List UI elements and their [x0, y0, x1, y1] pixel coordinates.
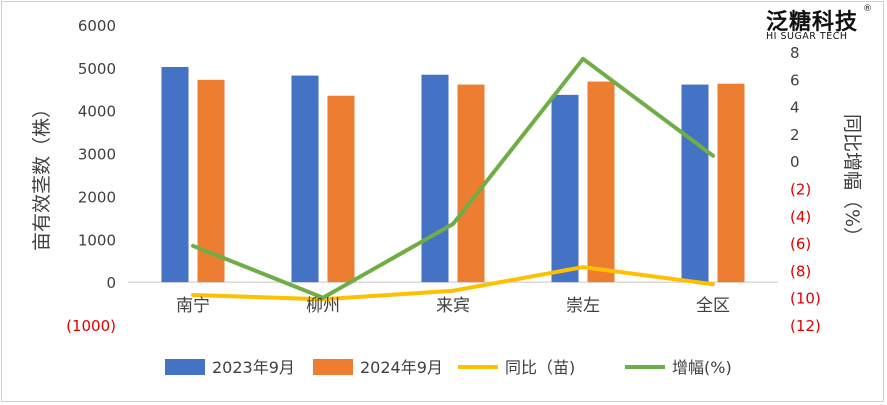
left-axis-tick-label: 3000 [78, 146, 116, 164]
left-axis-tick-label: 2000 [78, 188, 116, 206]
brand-logo: 泛糖科技 ® HI SUGAR TECH [762, 4, 884, 46]
legend-label-1: 2024年9月 [360, 358, 443, 377]
category-label: 崇左 [566, 296, 600, 316]
bar-2024-1 [327, 95, 355, 283]
legend-label-0: 2023年9月 [212, 358, 295, 377]
category-label: 南宁 [176, 296, 210, 316]
legend-swatch-1 [313, 359, 353, 375]
right-axis-tick-label: 2 [790, 126, 800, 144]
right-axis-tick-label: (8) [790, 262, 811, 280]
logo-name: 泛糖科技 [766, 10, 859, 35]
right-axis-tick-label: 0 [790, 153, 800, 171]
right-axis-tick-label: (12) [790, 317, 821, 335]
legend-label-3: 增幅(%) [672, 358, 732, 377]
category-label: 柳州 [306, 296, 340, 316]
category-label: 来宾 [436, 296, 470, 316]
legend-swatch-0 [165, 359, 205, 375]
right-axis-tick-label: 8 [790, 44, 800, 62]
bar-2024-4 [717, 83, 745, 283]
right-axis-tick-label: 4 [790, 99, 800, 117]
right-axis-tick-label: (4) [790, 208, 811, 226]
left-axis-title: 亩有效茎数（株） [31, 99, 53, 251]
bar-2023-0 [161, 67, 189, 283]
logo-subtitle: HI SUGAR TECH [766, 31, 848, 42]
left-axis-tick-label: 0 [106, 274, 116, 292]
right-axis-tick-label: (10) [790, 290, 821, 308]
left-axis-tick-label: 1000 [78, 231, 116, 249]
bar-2023-2 [421, 74, 449, 283]
right-axis-title: 同比增幅（%） [841, 114, 863, 246]
right-axis-tick-label: (2) [790, 181, 811, 199]
bar-2023-1 [291, 75, 319, 283]
left-axis-tick-label: 5000 [78, 60, 116, 78]
left-axis-tick-label: 4000 [78, 103, 116, 121]
left-axis-tick-label: 6000 [78, 17, 116, 35]
right-axis-tick-label: 6 [790, 71, 800, 89]
growth-rate-line [191, 56, 715, 300]
bar-2023-3 [551, 94, 579, 283]
legend-label-2: 同比（苗) [505, 358, 575, 377]
right-axis-tick-label: (6) [790, 235, 811, 253]
bar-2023-4 [681, 84, 709, 283]
left-axis-tick-label: (1000) [66, 317, 116, 335]
category-label: 全区 [696, 296, 730, 316]
yoy-seedling-line [191, 265, 715, 302]
bar-2024-3 [587, 81, 615, 283]
logo-registered-mark: ® [863, 4, 872, 14]
bar-2024-2 [457, 84, 485, 283]
